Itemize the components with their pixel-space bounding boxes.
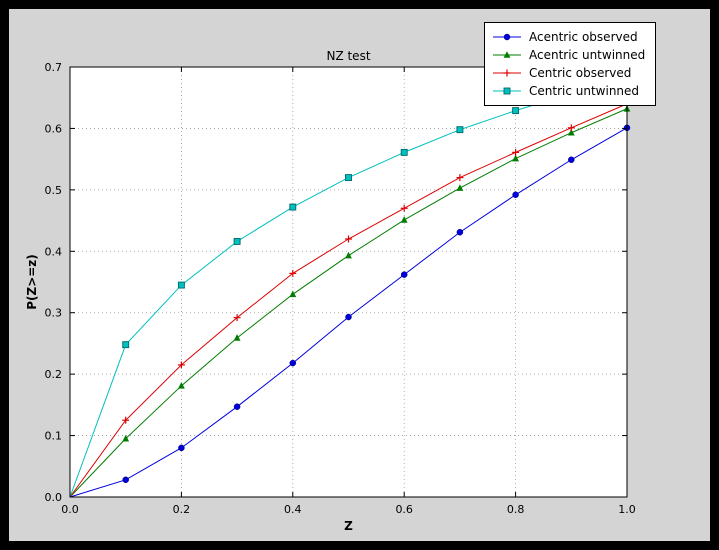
x-axis-label: Z [344, 519, 353, 533]
legend-label: Acentric untwinned [529, 48, 646, 62]
svg-text:0.1: 0.1 [45, 430, 63, 443]
svg-text:0.0: 0.0 [61, 503, 79, 516]
svg-text:0.6: 0.6 [395, 503, 413, 516]
y-axis-label: P(Z>=z) [25, 254, 39, 310]
legend-item: Centric observed [492, 64, 645, 82]
svg-text:0.2: 0.2 [45, 368, 63, 381]
legend-line-sample-icon [493, 51, 521, 58]
plot-area: 0.0 0.2 0.4 0.6 0.8 1.0 0.0 0.1 0.2 0.3 0.4 0.5 0.6 0… [45, 61, 636, 516]
svg-text:0.6: 0.6 [45, 122, 63, 135]
svg-text:0.3: 0.3 [45, 307, 63, 320]
legend-label: Acentric observed [529, 30, 638, 44]
legend-line-sample-icon [493, 33, 521, 41]
figure-canvas: 0.0 0.2 0.4 0.6 0.8 1.0 0.0 0.1 0.2 0.3 0.4 0.5 0.6 0… [9, 9, 710, 541]
svg-text:0.5: 0.5 [45, 184, 63, 197]
legend-line-sample-icon [493, 87, 521, 95]
legend-label: Centric observed [529, 66, 632, 80]
svg-text:0.7: 0.7 [45, 61, 63, 74]
svg-text:0.2: 0.2 [173, 503, 191, 516]
svg-text:0.4: 0.4 [45, 245, 63, 258]
legend-label: Centric untwinned [529, 84, 640, 98]
legend-item: Acentric untwinned [492, 46, 645, 64]
svg-text:0.0: 0.0 [45, 491, 63, 504]
svg-text:1.0: 1.0 [618, 503, 636, 516]
legend-line-sample-icon [493, 69, 521, 77]
legend-item: Acentric observed [492, 28, 645, 46]
legend: Acentric observed Acentric untwinned Cen… [484, 22, 657, 106]
svg-text:0.4: 0.4 [284, 503, 302, 516]
legend-item: Centric untwinned [492, 82, 645, 100]
svg-text:0.8: 0.8 [507, 503, 525, 516]
plot-title: NZ test [326, 49, 371, 63]
